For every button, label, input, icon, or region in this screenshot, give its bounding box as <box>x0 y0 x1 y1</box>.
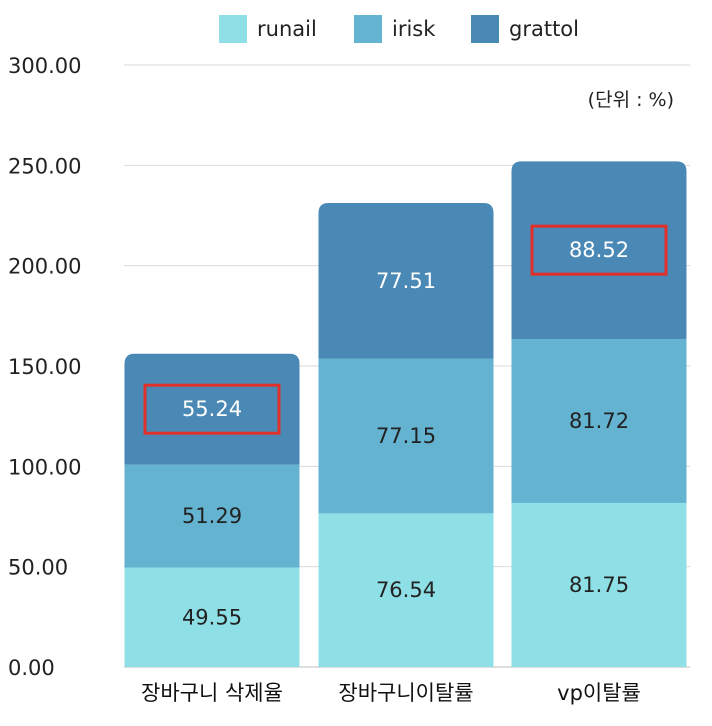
unit-note: (단위 : %) <box>588 89 674 111</box>
highlight-box <box>143 383 281 435</box>
value-label: 81.75 <box>569 573 629 597</box>
value-label: 77.51 <box>376 269 436 293</box>
value-label: 55.24 <box>182 397 242 421</box>
y-tick-label: 50.00 <box>8 556 68 580</box>
y-tick-label: 300.00 <box>8 54 81 78</box>
y-axis-ticks: 0.00 50.00 100.00 150.00 200.00 250.00 300.00 <box>8 54 81 680</box>
bar-segment-irisk <box>511 338 687 503</box>
bar-segment-grattol <box>511 161 687 339</box>
y-tick-label: 0.00 <box>8 656 55 680</box>
legend-swatch-runail <box>219 15 247 43</box>
x-axis-labels: 장바구니 삭제율 장바구니이탈률 vp이탈률 <box>141 681 641 705</box>
bar-segment-grattol <box>124 353 300 465</box>
legend-label-irisk: irisk <box>392 17 436 41</box>
legend-swatch-grattol <box>471 15 499 43</box>
bar-segment-runail <box>318 513 494 667</box>
x-axis-category-label: 장바구니 삭제율 <box>141 681 283 705</box>
value-label: 88.52 <box>569 238 629 262</box>
bars <box>124 161 687 667</box>
y-tick-label: 150.00 <box>8 355 81 379</box>
bar-segment-grattol <box>318 203 494 359</box>
x-axis-category-label: 장바구니이탈률 <box>338 681 473 705</box>
bar-segment-runail <box>124 567 300 667</box>
value-label: 76.54 <box>376 578 436 602</box>
highlight-box <box>530 224 668 276</box>
legend-label-grattol: grattol <box>509 17 579 41</box>
bar-segment-irisk <box>124 464 300 568</box>
y-tick-label: 200.00 <box>8 255 81 279</box>
value-label: 49.55 <box>182 605 242 629</box>
bar-segment-runail <box>511 502 687 667</box>
value-labels: 49.55 51.29 55.24 76.54 77.15 77.51 81.75 81.72… <box>143 224 668 629</box>
legend-swatch-irisk <box>354 15 382 43</box>
bar-segment-irisk <box>318 358 494 514</box>
legend: runail irisk grattol <box>219 15 579 43</box>
value-label: 51.29 <box>182 504 242 528</box>
value-label: 77.15 <box>376 424 436 448</box>
legend-label-runail: runail <box>257 17 317 41</box>
value-label: 81.72 <box>569 409 629 433</box>
y-tick-label: 100.00 <box>8 455 81 479</box>
y-tick-label: 250.00 <box>8 154 81 178</box>
x-axis-category-label: vp이탈률 <box>557 681 641 705</box>
